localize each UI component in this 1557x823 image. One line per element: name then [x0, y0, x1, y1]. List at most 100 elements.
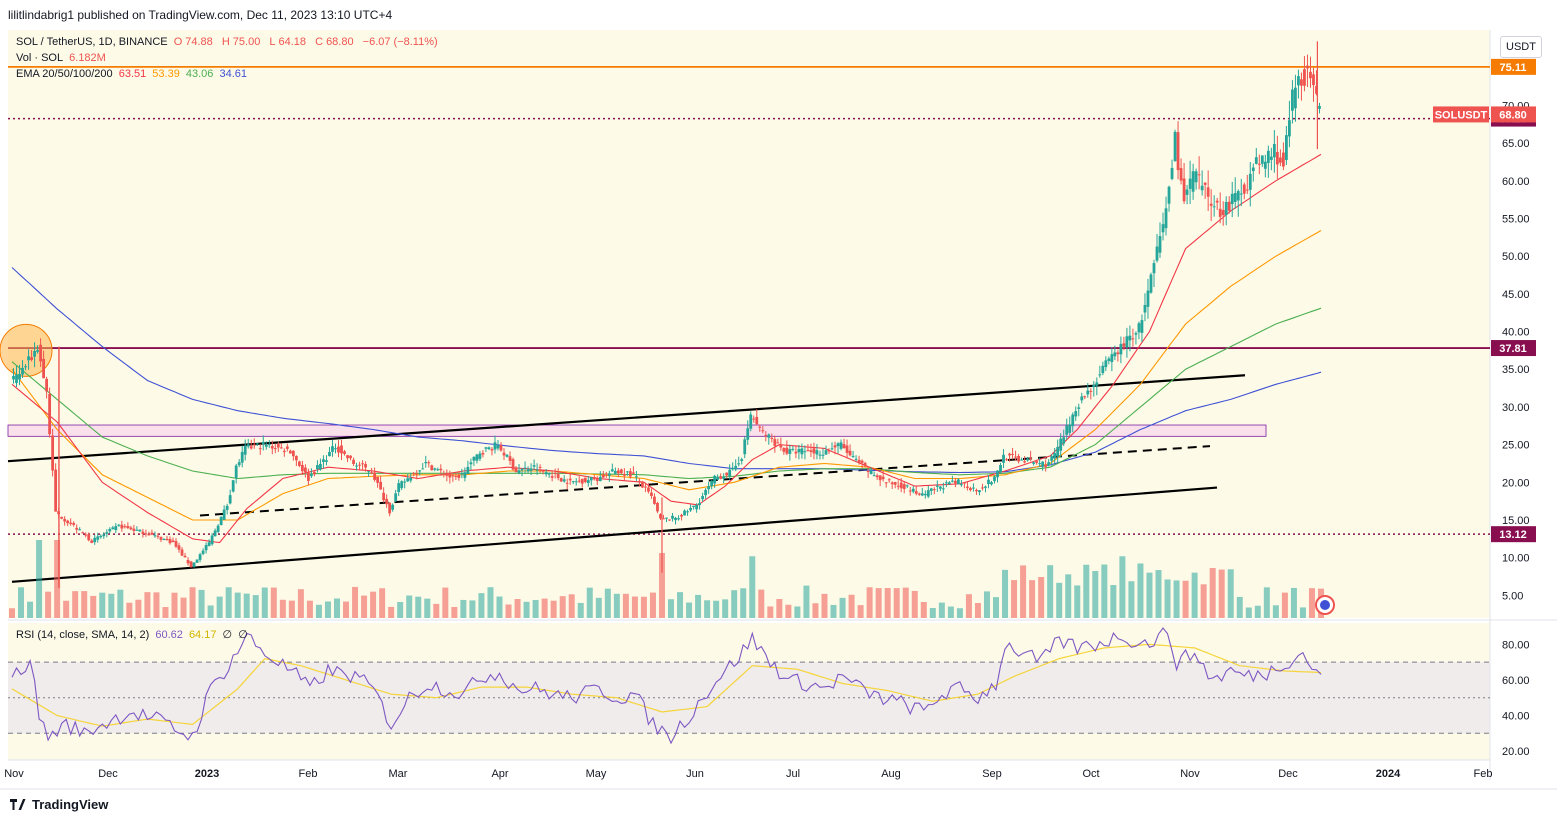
candle-body — [1155, 246, 1159, 261]
candle-body — [770, 437, 774, 439]
volume-bar — [1254, 605, 1261, 618]
volume-bar — [54, 540, 61, 618]
candle-body — [481, 452, 485, 455]
level-label-background — [1491, 526, 1536, 543]
candle-body — [574, 481, 578, 483]
level-label: 13.12 — [1499, 529, 1527, 541]
candle-body — [935, 485, 939, 487]
candle-body — [671, 515, 674, 519]
volume-bar — [920, 601, 927, 618]
candle-body — [135, 529, 139, 531]
candle-body — [394, 493, 398, 502]
candle-body — [635, 476, 638, 478]
volume-bar — [929, 608, 936, 618]
candle-body — [981, 487, 984, 489]
candle-body — [800, 448, 804, 455]
candle-body — [1185, 189, 1189, 195]
time-tick-label: Dec — [98, 768, 118, 780]
candle-body — [1297, 76, 1300, 86]
candle-body — [310, 474, 313, 477]
candle-body — [665, 517, 668, 519]
candle-body — [346, 455, 349, 459]
candle-body — [403, 481, 407, 483]
price-tick-label: 40.00 — [1502, 327, 1530, 339]
candle-body — [794, 451, 798, 454]
candle-body — [662, 518, 665, 520]
candle-body — [1309, 71, 1312, 79]
candle-body — [683, 510, 686, 516]
candle-body — [150, 532, 154, 535]
candle-body — [264, 444, 268, 447]
candle-body — [887, 479, 891, 481]
candle-body — [1318, 106, 1321, 109]
volume-bar — [36, 540, 43, 618]
candle-body — [722, 476, 726, 479]
candle-body — [436, 469, 440, 471]
candle-body — [120, 524, 124, 529]
volume-bar — [668, 599, 675, 618]
candle-body — [373, 472, 377, 480]
candle-body — [493, 442, 497, 450]
candle-body — [325, 460, 328, 462]
candle-body — [409, 478, 413, 481]
candle-body — [1176, 132, 1180, 171]
candle-body — [938, 486, 942, 489]
candle-body — [586, 480, 590, 484]
candle-body — [45, 378, 49, 392]
candle-body — [331, 446, 334, 452]
candle-body — [647, 487, 650, 492]
candle-body — [776, 442, 780, 444]
time-tick-label: Mar — [389, 768, 408, 780]
candle-body — [300, 465, 304, 472]
candle-body — [571, 481, 575, 483]
volume-bar — [866, 587, 873, 618]
volume-bar — [126, 602, 133, 618]
volume-bar — [713, 600, 720, 618]
currency-button[interactable]: USDT — [1500, 36, 1542, 58]
candle-body — [129, 527, 133, 530]
volume-bar — [649, 592, 656, 618]
candle-body — [313, 471, 316, 475]
volume-bar — [550, 600, 557, 618]
candle-body — [619, 469, 623, 474]
volume-bar — [974, 602, 981, 618]
support-zone — [7, 424, 1267, 437]
candle-body — [869, 470, 873, 475]
candle-body — [195, 559, 199, 563]
price-tick-label: 55.00 — [1502, 213, 1530, 225]
volume-bar — [324, 601, 331, 618]
candle-body — [1149, 274, 1153, 293]
candle-body — [872, 475, 876, 477]
candle-body — [255, 443, 259, 445]
candle-body — [972, 487, 975, 489]
volume-bar — [541, 598, 548, 618]
candle-body — [1119, 343, 1123, 355]
volume-bar — [352, 586, 359, 618]
candle-body — [881, 476, 885, 480]
volume-bar — [469, 600, 476, 618]
candle-body — [231, 480, 235, 492]
rsi-tick-label: 20.00 — [1502, 746, 1530, 758]
volume-bar — [983, 591, 990, 618]
candle-body — [553, 472, 557, 474]
candle-body — [568, 478, 572, 481]
candle-body — [767, 434, 771, 438]
volume-bar — [1236, 596, 1243, 618]
volume-bar — [1308, 588, 1315, 618]
candle-body — [978, 490, 981, 493]
candle-body — [969, 488, 972, 491]
volume-bar — [947, 606, 954, 618]
volume-bar — [613, 593, 620, 618]
legend-ema-row: EMA 20/50/100/200 63.51 53.39 43.06 34.6… — [16, 68, 250, 80]
volume-bar — [938, 602, 945, 618]
candle-body — [842, 444, 846, 449]
candle-body — [1059, 438, 1063, 451]
highlight-circle — [0, 323, 53, 377]
footer-brand: TradingView — [32, 797, 109, 812]
volume-bar — [839, 597, 846, 618]
price-tick-label: 5.00 — [1502, 590, 1523, 602]
volume-bars — [9, 540, 1324, 618]
volume-bar — [640, 596, 647, 618]
candle-body — [460, 473, 464, 475]
